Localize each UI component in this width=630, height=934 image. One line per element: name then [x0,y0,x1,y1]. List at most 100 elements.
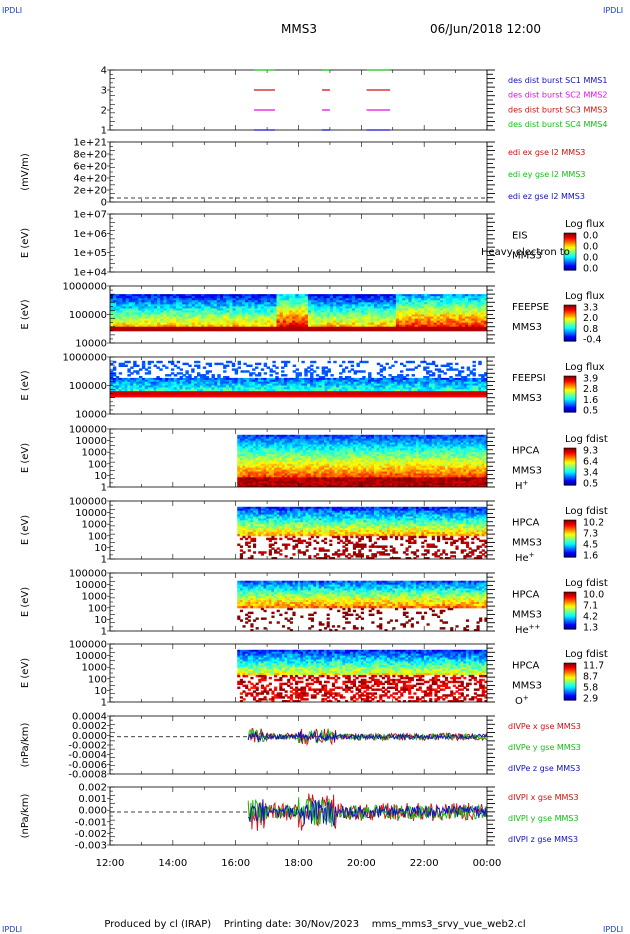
eis-cbar-title: Log flux [565,219,605,230]
hpca_he2-cbar-step [564,615,576,618]
hpca_o-cbar-frame [563,662,577,701]
feepse-cbar-step [564,305,576,307]
feepse-cbar-step [564,320,576,323]
footer-printing: Printing date: 30/Nov/2023 [223,919,360,930]
eis-ytick-label: 1e+06 [73,229,107,240]
eis-cbar-step [564,237,576,240]
divpi-ylabel: (nPa/km) [20,794,31,839]
divpe-ytick-label: -0.0002 [68,741,107,752]
hpca_he2-ytick-label: 1000 [82,592,107,603]
hpca_o-cbar-step [564,697,576,700]
hpca_o-cbar-step [564,670,576,673]
feepsi-plot-area [110,360,487,398]
eis-cbar-step [564,234,576,237]
hpca_he-cbar-step [564,529,576,532]
eis-ytick-label: 1e+07 [73,210,107,221]
eis-cbar-step [564,250,576,253]
hpca_h-ytick-label: 100000 [69,425,107,436]
hpca_o-cbar-step [564,663,576,665]
feepse-cbar-title: Log flux [565,291,605,302]
hpca_o-cbar-step [564,680,576,683]
hpca_h-cbar-step [564,482,576,485]
hpca_he-cbar-step [564,547,576,549]
feepsi-cbar-tick: 3.9 [583,374,598,385]
hpca_o-cbar-step [564,690,576,692]
feepse-cbar-step [564,338,576,341]
hpca_he-cbar-tick: 1.6 [583,551,598,562]
hpca_he2-instrument-label: HPCA [512,589,540,600]
divpi-plot-area [110,793,487,831]
eis-instrument-label: EIS [512,230,528,241]
eis-overlay-text: Heavy electron to [481,247,570,258]
hpca_he-cbar-step [564,554,576,557]
divpe-ytick-label: 0.0000 [72,731,107,742]
divpe-ytick-label: -0.0004 [68,750,107,761]
hpca_he-cbar-step [564,555,576,558]
feepse-cbar-step [564,313,576,316]
edi-ytick-label: 1e+21 [73,138,107,149]
divpe-ylabel: (nPa/km) [20,723,31,768]
feepse-cbar-step [564,321,576,324]
hpca_o-cbar-step [564,685,576,688]
edi-legend-item: edi ex gse l2 MMS3 [508,148,585,157]
divpe-ytick-label: -0.0006 [68,760,107,771]
hpca_h-cbar-step [564,456,576,459]
burst-legend-item: des dist burst SC3 MMS3 [508,105,607,114]
hpca_he2-cbar-step [564,625,576,628]
hpca_h-cbar-step [564,468,576,471]
hpca_o-cbar-tick: 8.7 [583,672,598,683]
hpca_h-cbar-step [564,480,576,482]
feepse-cbar-step [564,306,576,308]
hpca_h-cbar-step [564,476,576,479]
hpca_o-cbar-tick: 11.7 [583,661,604,672]
eis-cbar-step [564,242,576,245]
time-tick-label: 14:00 [158,858,187,869]
page-title: MMS3 [281,22,317,36]
feepse-instrument-label: FEEPSE [512,302,549,313]
feepse-cbar-step [564,327,576,330]
hpca_he2-cbar-step [564,621,576,624]
edi-ytick-label: 2e+20 [73,186,107,197]
hpca_o-cbar-step [564,669,576,671]
feepsi-ylabel: E (eV) [20,370,31,400]
feepsi-cbar-step [564,385,576,388]
hpca_h-cbar-step [564,473,576,476]
eis-cbar-step [564,252,576,255]
feepse-cbar-step [564,324,576,326]
hpca_o-plot-area [237,649,487,702]
hpca_h-cbar-tick: 9.3 [583,446,598,457]
hpca_o-cbar-step [564,677,576,680]
hpca_h-ytick-label: 1 [101,483,107,494]
hpca_he2-species-label: He++ [515,623,541,636]
hpca_he2-cbar-step [564,605,576,608]
divpe-legend-item: dIVPe x gse MMS3 [508,722,581,731]
feepse-cbar-step [564,326,576,329]
hpca_o-cbar-step [564,679,576,681]
hpca_o-cbar-step [564,696,576,699]
hpca_he-cbar-step [564,534,576,537]
hpca_he-cbar-frame [563,519,577,558]
hpca_o-ylabel: E (eV) [20,658,31,688]
hpca_he-cbar-step [564,552,576,554]
hpca_h-cbar-step [564,459,576,461]
hpca_he2-ylabel: E (eV) [20,587,31,617]
feepse-cbar-step [564,308,576,311]
divpi-ytick-label: 0.002 [78,783,107,794]
feepsi-cbar-title: Log flux [565,362,605,373]
hpca_o-cbar-step [564,691,576,694]
feepsi-cbar-step [564,409,576,412]
feepse-sc-label: MMS3 [512,322,542,333]
hpca_he-cbar-step [564,536,576,538]
eis-cbar-step [564,261,576,264]
eis-cbar-tick: 0.0 [583,231,598,242]
feepse-cbar-step [564,319,576,322]
feepsi-cbar-step [564,407,576,409]
hpca_he2-minor-ticks [109,572,495,632]
hpca_h-cbar-step [564,455,576,458]
hpca_h-ytick-label: 10000 [75,436,107,447]
hpca_he-cbar-step [564,550,576,553]
eis-cbar-tick: 0.0 [583,264,598,275]
hpca_h-ylabel: E (eV) [20,443,31,473]
hpca_h-species-label: H+ [515,479,529,492]
